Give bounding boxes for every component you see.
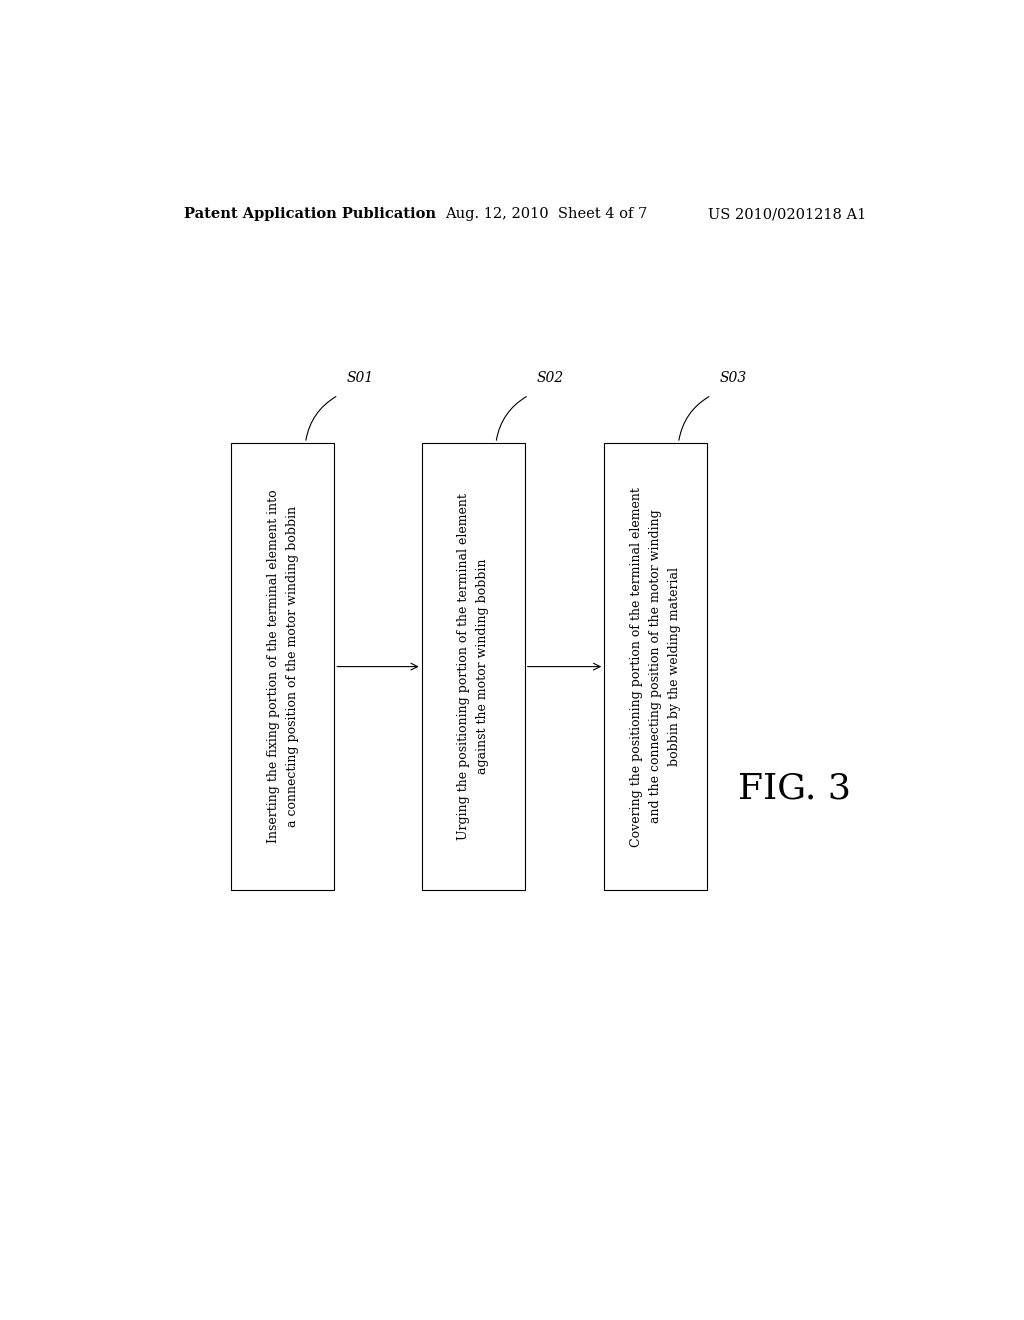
Text: S02: S02 — [537, 371, 564, 385]
Text: Covering the positioning portion of the terminal element
and the connecting posi: Covering the positioning portion of the … — [630, 487, 681, 846]
Text: S01: S01 — [346, 371, 374, 385]
Text: Inserting the fixing portion of the terminal element into
a connecting position : Inserting the fixing portion of the term… — [266, 490, 299, 843]
Text: FIG. 3: FIG. 3 — [738, 772, 851, 805]
Text: US 2010/0201218 A1: US 2010/0201218 A1 — [708, 207, 866, 222]
Text: Aug. 12, 2010  Sheet 4 of 7: Aug. 12, 2010 Sheet 4 of 7 — [445, 207, 648, 222]
Bar — [604, 444, 708, 890]
Bar — [422, 444, 524, 890]
Bar — [231, 444, 334, 890]
Text: Urging the positioning portion of the terminal element
against the motor winding: Urging the positioning portion of the te… — [457, 494, 489, 840]
Text: S03: S03 — [719, 371, 746, 385]
Text: Patent Application Publication: Patent Application Publication — [183, 207, 435, 222]
